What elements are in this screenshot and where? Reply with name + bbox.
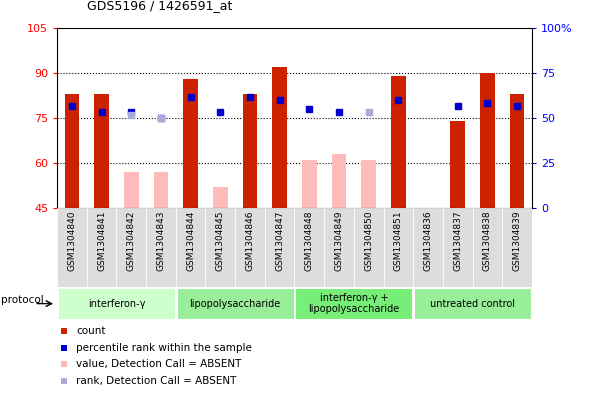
Text: GSM1304844: GSM1304844	[186, 211, 195, 271]
Bar	[502, 208, 532, 287]
Bar	[64, 94, 79, 208]
Text: GSM1304845: GSM1304845	[216, 211, 225, 271]
Text: protocol: protocol	[1, 295, 44, 305]
Text: GSM1304838: GSM1304838	[483, 211, 492, 271]
Bar	[265, 208, 294, 287]
Bar	[324, 208, 354, 287]
Bar	[153, 172, 168, 208]
Bar	[302, 160, 317, 208]
Text: GSM1304850: GSM1304850	[364, 211, 373, 271]
Text: GSM1304851: GSM1304851	[394, 211, 403, 271]
Text: GDS5196 / 1426591_at: GDS5196 / 1426591_at	[87, 0, 233, 12]
Text: GSM1304836: GSM1304836	[424, 211, 433, 271]
Bar	[235, 208, 265, 287]
Bar	[443, 208, 472, 287]
Bar	[510, 94, 525, 208]
Text: percentile rank within the sample: percentile rank within the sample	[76, 343, 252, 353]
Bar	[450, 121, 465, 208]
Text: lipopolysaccharide: lipopolysaccharide	[189, 299, 281, 309]
Bar	[383, 208, 413, 287]
Bar	[413, 208, 443, 287]
Bar	[295, 288, 412, 319]
Bar	[94, 94, 109, 208]
Bar	[414, 288, 531, 319]
Bar	[183, 79, 198, 208]
Bar	[391, 76, 406, 208]
Bar	[87, 208, 117, 287]
Text: rank, Detection Call = ABSENT: rank, Detection Call = ABSENT	[76, 376, 236, 386]
Text: untreated control: untreated control	[430, 299, 515, 309]
Text: GSM1304843: GSM1304843	[156, 211, 165, 271]
Text: interferon-γ: interferon-γ	[88, 299, 145, 309]
Bar	[272, 67, 287, 208]
Bar	[177, 288, 294, 319]
Bar	[354, 208, 383, 287]
Text: GSM1304846: GSM1304846	[245, 211, 254, 271]
Text: GSM1304841: GSM1304841	[97, 211, 106, 271]
Bar	[332, 154, 346, 208]
Text: interferon-γ +
lipopolysaccharide: interferon-γ + lipopolysaccharide	[308, 293, 400, 314]
Text: GSM1304839: GSM1304839	[513, 211, 522, 271]
Bar	[175, 208, 206, 287]
Bar	[146, 208, 175, 287]
Bar	[58, 288, 175, 319]
Text: GSM1304849: GSM1304849	[335, 211, 344, 271]
Bar	[57, 208, 87, 287]
Bar	[480, 73, 495, 208]
Bar	[206, 208, 235, 287]
Text: GSM1304840: GSM1304840	[67, 211, 76, 271]
Bar	[294, 208, 324, 287]
Text: GSM1304847: GSM1304847	[275, 211, 284, 271]
Text: GSM1304842: GSM1304842	[127, 211, 136, 271]
Bar	[361, 160, 376, 208]
Bar	[243, 94, 257, 208]
Bar	[213, 187, 228, 208]
Text: value, Detection Call = ABSENT: value, Detection Call = ABSENT	[76, 359, 242, 369]
Text: GSM1304837: GSM1304837	[453, 211, 462, 271]
Text: count: count	[76, 326, 106, 336]
Text: GSM1304848: GSM1304848	[305, 211, 314, 271]
Bar	[124, 172, 139, 208]
Bar	[472, 208, 502, 287]
Bar	[117, 208, 146, 287]
